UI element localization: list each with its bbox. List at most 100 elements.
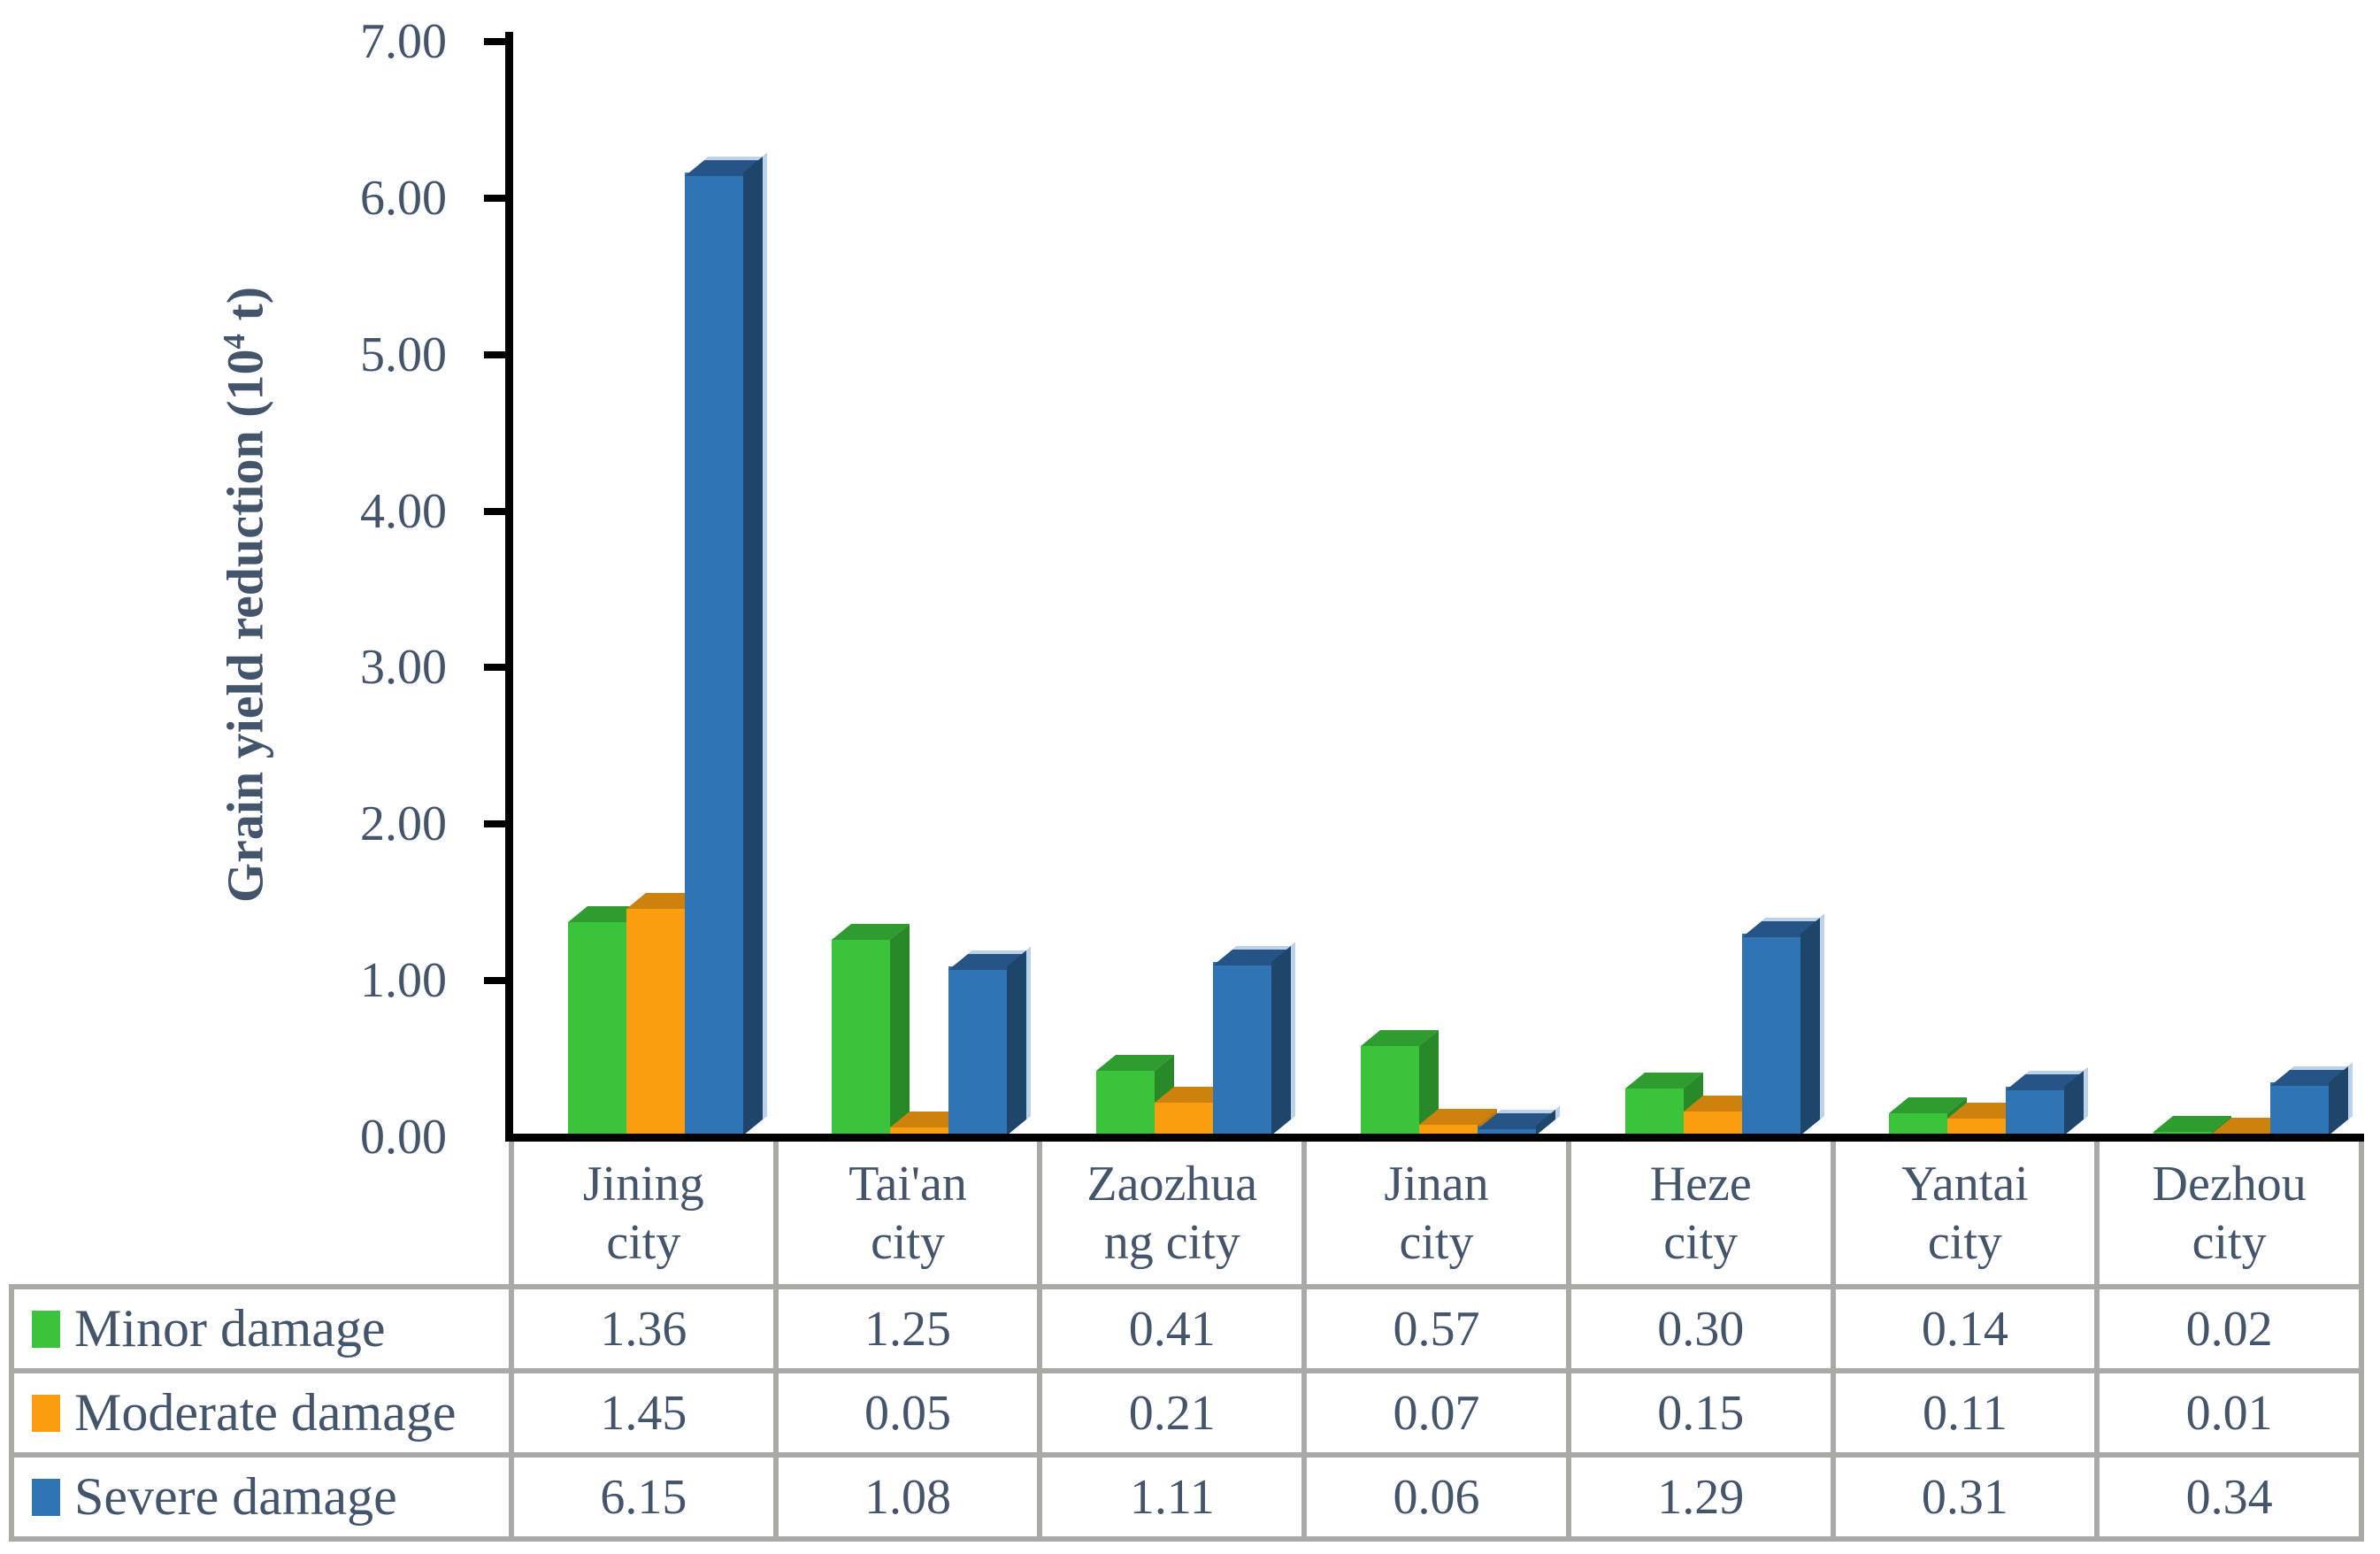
table-value-moderate-damage-zaozhuang-city: 0.21 — [1128, 1385, 1216, 1441]
table-border-line-vertical — [1565, 1142, 1571, 1542]
bar-severe-damage-jinan-city — [1477, 1105, 1560, 1135]
y-axis-tick-label: 3.00 — [360, 640, 447, 696]
y-axis-tick-mark — [484, 38, 505, 45]
table-value-minor-damage-tai-an-city: 1.25 — [864, 1301, 952, 1357]
bar-moderate-damage-jinan-city — [1418, 1108, 1497, 1135]
bar-side-face — [742, 152, 767, 1135]
x-category-label-tai-an-city: Tai'an city — [779, 1142, 1038, 1284]
table-border-line-vertical — [509, 1142, 514, 1542]
table-value-moderate-damage-jining-city: 1.45 — [600, 1385, 687, 1441]
bar-side-face — [1271, 942, 1296, 1135]
y-axis-tick-mark — [484, 820, 505, 828]
legend-label: Minor damage — [74, 1299, 386, 1358]
table-border-line-vertical — [1301, 1142, 1308, 1542]
bar-moderate-damage-jining-city — [626, 892, 704, 1135]
bar-minor-damage-tai-an-city — [832, 923, 910, 1135]
bar-severe-damage-jining-city — [684, 152, 767, 1135]
category-label-line2: city — [1399, 1214, 1474, 1270]
bar-moderate-damage-heze-city — [1683, 1095, 1762, 1135]
y-axis-tick-mark — [484, 507, 505, 515]
bar-moderate-damage-zaozhuang-city — [1155, 1086, 1233, 1135]
bar-severe-damage-heze-city — [1741, 913, 1824, 1135]
table-value-moderate-damage-jinan-city: 0.07 — [1393, 1385, 1480, 1441]
table-border-line-vertical — [2358, 1142, 2364, 1542]
table-border-line-horizontal — [9, 1452, 2364, 1458]
table-border-line-vertical — [772, 1142, 779, 1542]
bar-front-face — [1947, 1119, 2007, 1135]
bar-front-face — [1741, 934, 1800, 1135]
bar-front-face — [1360, 1046, 1419, 1135]
bar-front-face — [1889, 1113, 1948, 1135]
y-axis-tick-mark — [484, 194, 505, 202]
table-value-moderate-damage-tai-an-city: 0.05 — [864, 1385, 952, 1441]
x-category-label-dezhou-city: Dezhou city — [2100, 1142, 2359, 1284]
bar-severe-damage-zaozhuang-city — [1213, 942, 1296, 1135]
bar-minor-damage-heze-city — [1624, 1072, 1703, 1135]
bar-severe-damage-yantai-city — [2006, 1066, 2089, 1135]
category-label-line1: Jining — [582, 1156, 704, 1212]
legend-label: Moderate damage — [74, 1383, 457, 1442]
table-value-minor-damage-dezhou-city: 0.02 — [2185, 1301, 2273, 1357]
legend-key-moderate-damage-swatch — [32, 1394, 60, 1432]
category-label-line1: Dezhou — [2152, 1156, 2307, 1212]
bar-front-face — [2006, 1087, 2065, 1135]
legend-item-minor-damage: Minor damage — [14, 1289, 509, 1368]
legend-item-severe-damage: Severe damage — [14, 1458, 509, 1536]
x-category-label-jinan-city: Jinan city — [1307, 1142, 1566, 1284]
bar-moderate-damage-yantai-city — [1947, 1102, 2026, 1135]
table-value-minor-damage-jinan-city: 0.57 — [1393, 1301, 1480, 1357]
y-axis-tick-label: 2.00 — [360, 796, 447, 852]
legend-key-minor-damage-swatch — [32, 1310, 60, 1348]
table-value-severe-damage-tai-an-city: 1.08 — [864, 1469, 952, 1525]
bar-minor-damage-zaozhuang-city — [1096, 1054, 1175, 1135]
category-label-line2: city — [2192, 1214, 2267, 1270]
bar-minor-damage-yantai-city — [1889, 1096, 1968, 1135]
table-value-moderate-damage-heze-city: 0.15 — [1657, 1385, 1745, 1441]
x-category-label-yantai-city: Yantai city — [1836, 1142, 2095, 1284]
table-border-line-horizontal — [9, 1368, 2364, 1373]
category-label-line2: city — [871, 1214, 946, 1270]
y-axis-tick-label: 7.00 — [360, 14, 447, 69]
category-label-line1: Jinan — [1384, 1156, 1489, 1212]
table-value-severe-damage-zaozhuang-city: 1.11 — [1129, 1469, 1215, 1525]
y-axis-tick-label: 4.00 — [360, 483, 447, 539]
y-axis-tick-label: 1.00 — [360, 953, 447, 1009]
bar-front-face — [567, 922, 626, 1135]
legend-label: Severe damage — [74, 1467, 397, 1526]
table-value-severe-damage-heze-city: 1.29 — [1657, 1469, 1745, 1525]
bar-front-face — [1477, 1126, 1536, 1135]
category-label-line1: Yantai — [1901, 1156, 2029, 1212]
bar-minor-damage-jinan-city — [1360, 1029, 1439, 1135]
y-axis-tick-mark — [484, 977, 505, 985]
table-value-severe-damage-dezhou-city: 0.34 — [2185, 1469, 2273, 1525]
bar-front-face — [1418, 1125, 1478, 1135]
y-axis-tick-mark — [484, 350, 505, 358]
x-category-label-jining-city: Jining city — [514, 1142, 773, 1284]
bar-front-face — [890, 1127, 949, 1135]
category-label-line1: Zaozhua — [1086, 1156, 1258, 1212]
y-axis-tick-label: 0.00 — [360, 1110, 447, 1165]
category-label-line1: Tai'an — [848, 1156, 967, 1212]
table-border-line-vertical — [1830, 1142, 1836, 1542]
table-value-minor-damage-heze-city: 0.30 — [1657, 1301, 1745, 1357]
table-border-line-horizontal — [9, 1284, 2364, 1289]
bar-front-face — [626, 909, 685, 1135]
bar-front-face — [832, 940, 891, 1135]
category-label-line2: city — [606, 1214, 681, 1270]
bar-minor-damage-jining-city — [567, 905, 646, 1135]
table-value-minor-damage-jining-city: 1.36 — [600, 1301, 687, 1357]
table-border-line-horizontal — [9, 1536, 2364, 1542]
legend-key-severe-damage-swatch — [32, 1478, 60, 1516]
bar-severe-damage-tai-an-city — [948, 946, 1032, 1135]
y-axis-tick-label: 6.00 — [360, 170, 447, 226]
y-axis-line — [505, 32, 513, 1142]
table-value-moderate-damage-dezhou-city: 0.01 — [2185, 1385, 2273, 1441]
table-border-line-vertical-left — [9, 1284, 14, 1542]
table-border-line-vertical — [1037, 1142, 1043, 1542]
table-border-line-vertical — [2094, 1142, 2100, 1542]
bar-front-face — [1213, 962, 1272, 1135]
category-label-line2: city — [1927, 1214, 2002, 1270]
bar-side-face — [1800, 913, 1824, 1135]
x-category-label-zaozhuang-city: Zaozhua ng city — [1042, 1142, 1301, 1284]
